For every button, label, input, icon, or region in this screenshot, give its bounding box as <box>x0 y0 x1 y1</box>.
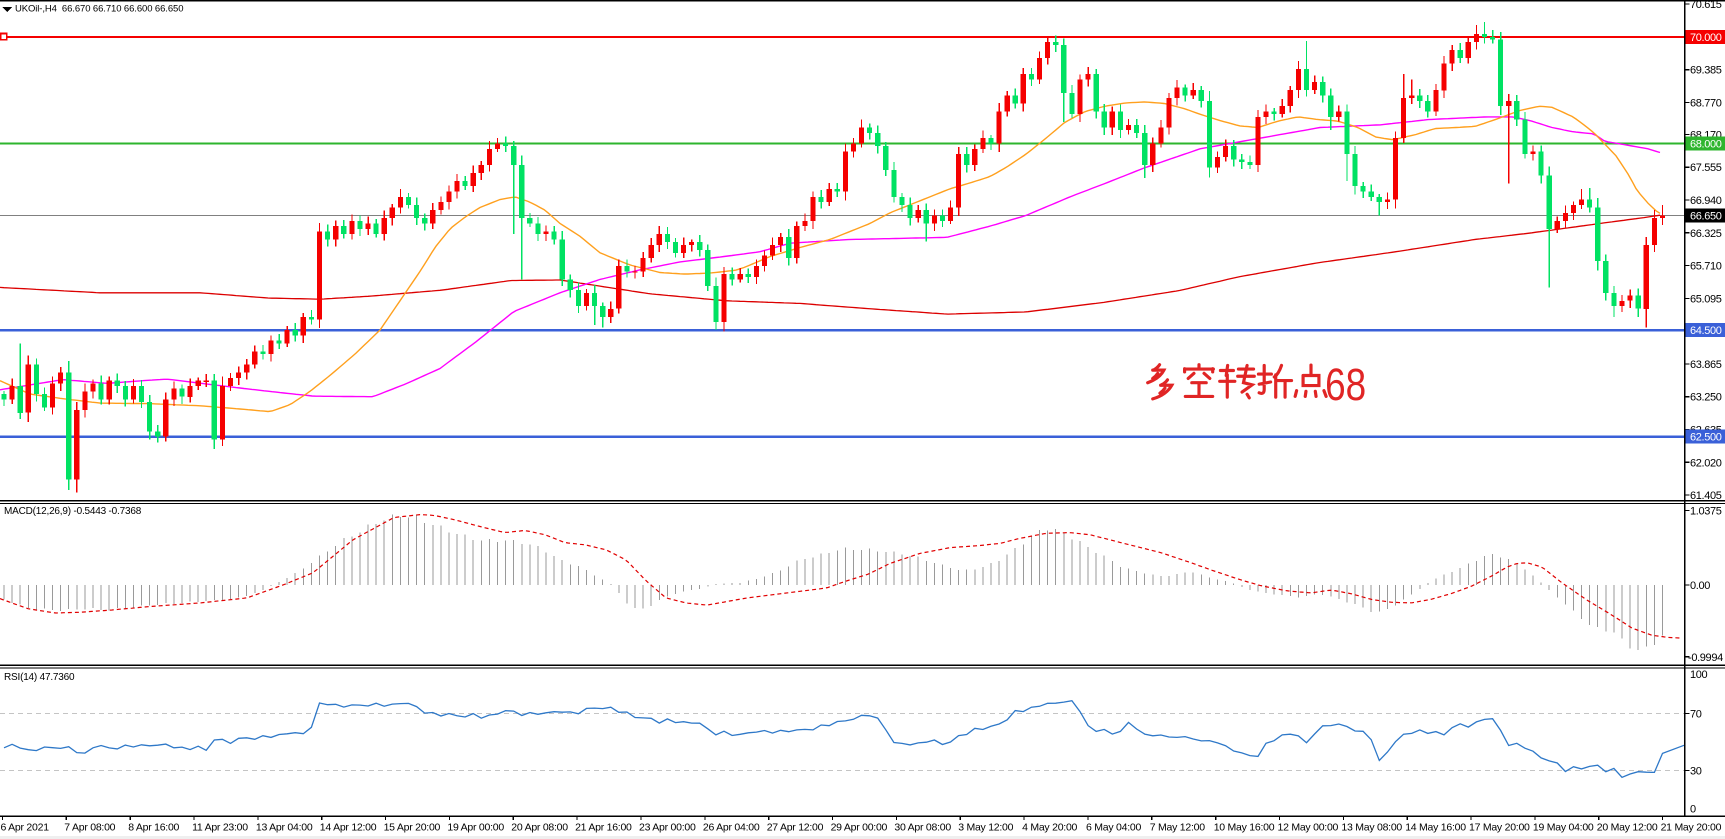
svg-text:63.250: 63.250 <box>1690 392 1722 404</box>
svg-text:MACD(12,26,9) -0.5443 -0.7368: MACD(12,26,9) -0.5443 -0.7368 <box>4 506 142 517</box>
svg-text:100: 100 <box>1690 669 1708 681</box>
svg-text:UKOil-,H4 66.670 66.710 66.60: UKOil-,H4 66.670 66.710 66.600 66.650 <box>15 4 183 15</box>
svg-text:64.500: 64.500 <box>1690 325 1722 337</box>
svg-text:61.405: 61.405 <box>1690 490 1722 502</box>
svg-text:27 Apr 12:00: 27 Apr 12:00 <box>767 822 824 834</box>
svg-text:17 May 20:00: 17 May 20:00 <box>1469 822 1530 834</box>
svg-text:69.385: 69.385 <box>1690 65 1722 77</box>
svg-text:0: 0 <box>1690 804 1696 816</box>
svg-text:67.555: 67.555 <box>1690 162 1722 174</box>
svg-text:30: 30 <box>1690 766 1702 778</box>
svg-text:29 Apr 00:00: 29 Apr 00:00 <box>831 822 888 834</box>
svg-text:8 Apr 16:00: 8 Apr 16:00 <box>128 822 179 834</box>
svg-text:63.865: 63.865 <box>1690 359 1722 371</box>
svg-text:62.020: 62.020 <box>1690 457 1722 469</box>
svg-text:62.500: 62.500 <box>1690 432 1722 444</box>
svg-text:65.710: 65.710 <box>1690 261 1722 273</box>
svg-text:14 Apr 12:00: 14 Apr 12:00 <box>320 822 377 834</box>
svg-text:14 May 16:00: 14 May 16:00 <box>1405 822 1466 834</box>
svg-text:70.000: 70.000 <box>1690 32 1722 44</box>
svg-text:7 Apr 08:00: 7 Apr 08:00 <box>64 822 115 834</box>
svg-text:13 May 08:00: 13 May 08:00 <box>1341 822 1402 834</box>
svg-text:7 May 12:00: 7 May 12:00 <box>1150 822 1205 834</box>
svg-text:66.325: 66.325 <box>1690 228 1722 240</box>
svg-text:12 May 00:00: 12 May 00:00 <box>1278 822 1339 834</box>
svg-text:23 Apr 00:00: 23 Apr 00:00 <box>639 822 696 834</box>
svg-text:19 May 04:00: 19 May 04:00 <box>1533 822 1594 834</box>
svg-text:3 May 12:00: 3 May 12:00 <box>958 822 1013 834</box>
svg-text:21 Apr 16:00: 21 Apr 16:00 <box>575 822 632 834</box>
svg-text:6 May 04:00: 6 May 04:00 <box>1086 822 1141 834</box>
svg-text:70: 70 <box>1690 709 1702 721</box>
svg-text:6 Apr 2021: 6 Apr 2021 <box>1 822 50 834</box>
svg-text:RSI(14) 47.7360: RSI(14) 47.7360 <box>4 672 75 683</box>
svg-text:68: 68 <box>1325 360 1366 410</box>
svg-text:4 May 20:00: 4 May 20:00 <box>1022 822 1077 834</box>
svg-text:11 Apr 23:00: 11 Apr 23:00 <box>192 822 248 834</box>
svg-text:10 May 16:00: 10 May 16:00 <box>1214 822 1275 834</box>
svg-text:66.650: 66.650 <box>1690 211 1722 223</box>
svg-text:-0.9994: -0.9994 <box>1688 652 1723 664</box>
svg-text:19 Apr 00:00: 19 Apr 00:00 <box>447 822 504 834</box>
svg-text:21 May 20:00: 21 May 20:00 <box>1661 822 1722 834</box>
svg-text:68.000: 68.000 <box>1690 139 1722 151</box>
svg-text:70.615: 70.615 <box>1690 0 1722 11</box>
svg-text:13 Apr 04:00: 13 Apr 04:00 <box>256 822 313 834</box>
svg-text:15 Apr 20:00: 15 Apr 20:00 <box>384 822 441 834</box>
svg-text:66.940: 66.940 <box>1690 195 1722 207</box>
svg-text:30 Apr 08:00: 30 Apr 08:00 <box>894 822 951 834</box>
svg-text:65.095: 65.095 <box>1690 293 1722 305</box>
svg-text:1.0375: 1.0375 <box>1690 506 1722 518</box>
svg-text:20 Apr 08:00: 20 Apr 08:00 <box>511 822 568 834</box>
svg-text:68.770: 68.770 <box>1690 98 1722 110</box>
svg-text:0.00: 0.00 <box>1690 580 1710 592</box>
svg-text:20 May 12:00: 20 May 12:00 <box>1597 822 1658 834</box>
svg-text:26 Apr 04:00: 26 Apr 04:00 <box>703 822 760 834</box>
